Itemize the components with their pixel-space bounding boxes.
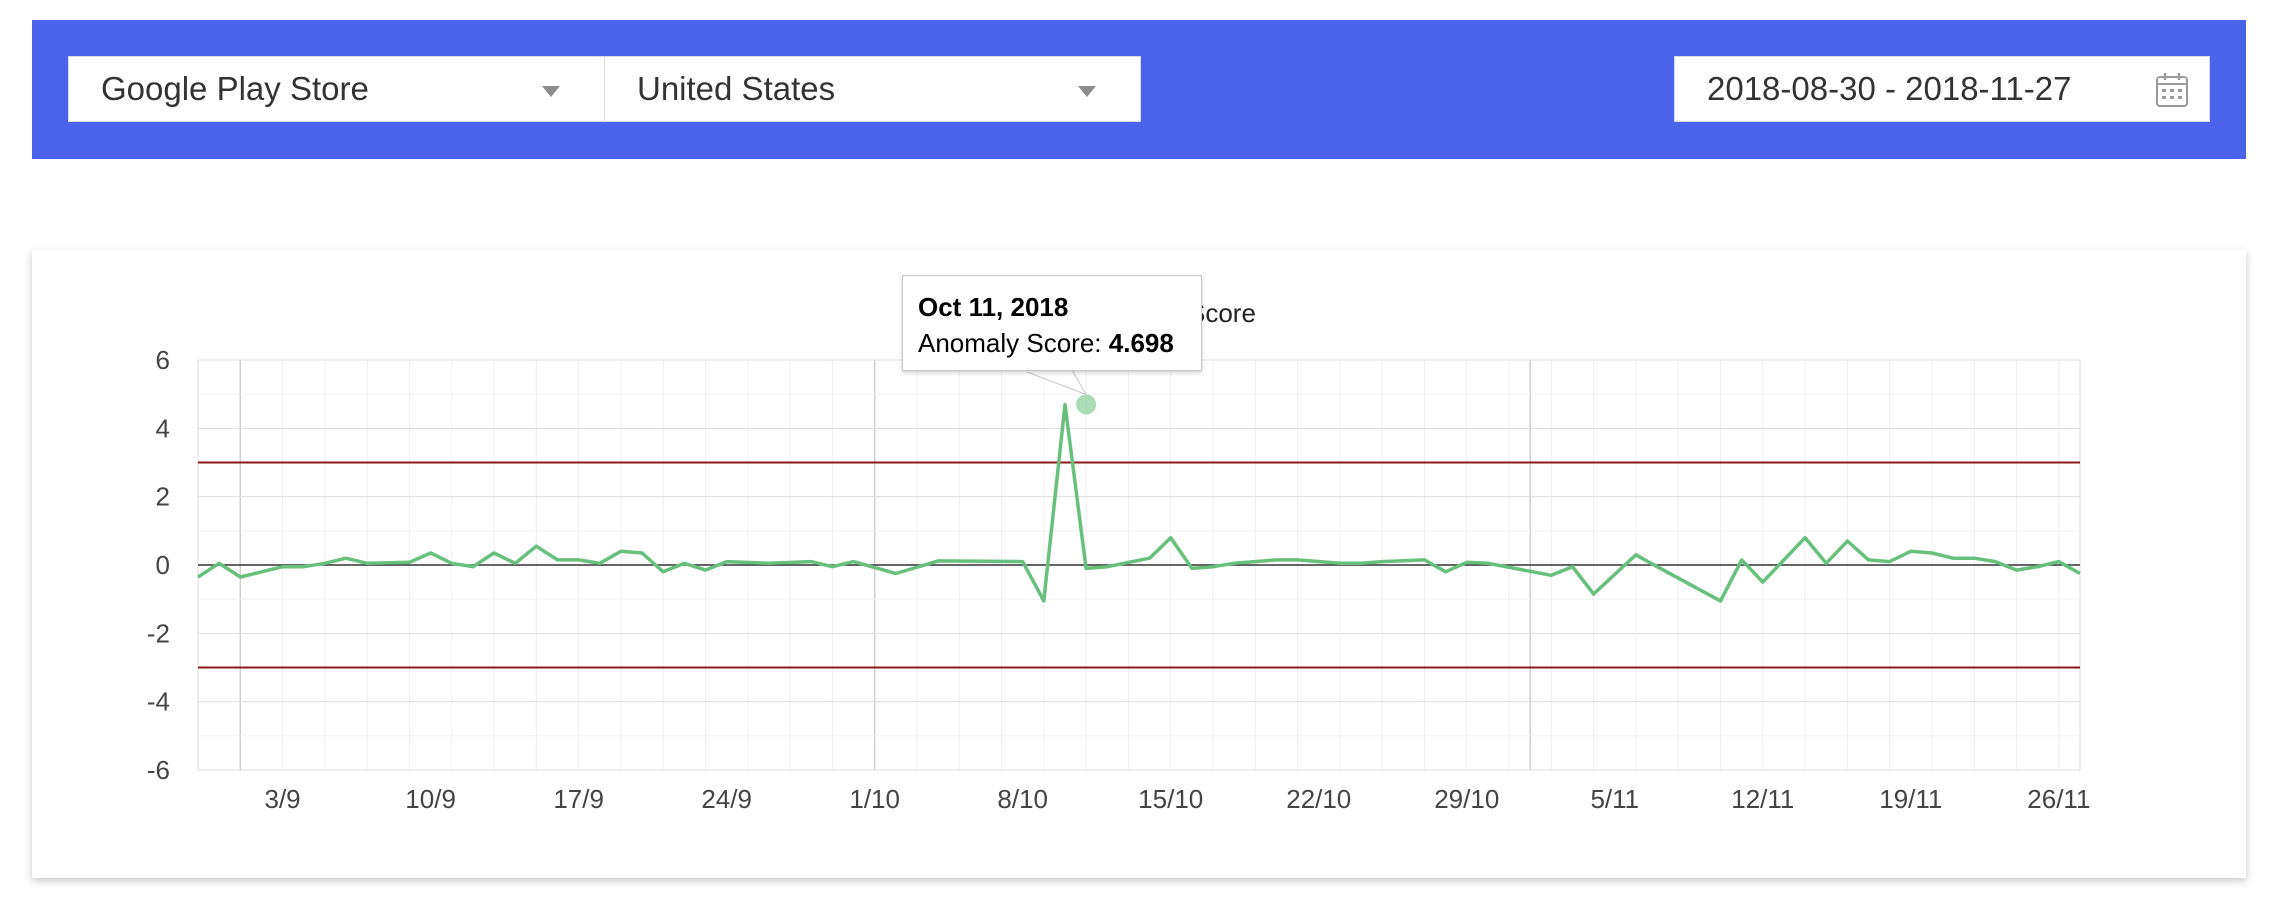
x-tick-label: 15/10 (1138, 784, 1203, 814)
tooltip-value: 4.698 (1108, 328, 1174, 358)
filter-toolbar: Google Play Store United States 2018-08-… (32, 20, 2246, 159)
chevron-down-icon (542, 86, 560, 97)
y-tick-label: 4 (156, 413, 170, 443)
x-tick-label: 12/11 (1731, 784, 1794, 814)
highlighted-data-point (1076, 394, 1097, 415)
tooltip-date: Oct 11, 2018 (918, 292, 1069, 322)
y-tick-label: -6 (147, 755, 170, 785)
x-tick-label: 22/10 (1286, 784, 1351, 814)
x-tick-label: 24/9 (701, 784, 752, 814)
y-tick-label: 0 (156, 550, 170, 580)
x-tick-label: 17/9 (553, 784, 604, 814)
y-tick-label: -4 (147, 687, 170, 717)
date-range-picker[interactable]: 2018-08-30 - 2018-11-27 (1674, 56, 2210, 122)
x-tick-label: 5/11 (1590, 784, 1639, 814)
chart-card: 6 4 2 0 -2 -4 -6 3/9 10/9 17/9 24/9 1/10 8/10 15/10 22… (32, 250, 2246, 878)
calendar-icon[interactable] (2155, 71, 2189, 109)
country-select[interactable]: United States (604, 56, 1141, 122)
anomaly-score-line (197, 402, 2081, 603)
date-range-value: 2018-08-30 - 2018-11-27 (1707, 70, 2072, 107)
anomaly-score-chart: 6 4 2 0 -2 -4 -6 3/9 10/9 17/9 24/9 1/10 8/10 15/10 22… (147, 298, 2091, 814)
tooltip-pointer (1021, 369, 1088, 396)
country-select-value: United States (637, 70, 836, 107)
x-tick-label: 1/10 (849, 784, 900, 814)
x-tick-label: 10/9 (405, 784, 456, 814)
tooltip-label: Anomaly Score: (918, 328, 1102, 358)
chart-tooltip: Oct 11, 2018 Anomaly Score: 4.698 (902, 275, 1202, 371)
store-select-value: Google Play Store (101, 70, 369, 107)
y-tick-label: 6 (156, 345, 170, 375)
x-tick-label: 29/10 (1434, 784, 1499, 814)
chevron-down-icon (1078, 86, 1096, 97)
x-tick-label: 8/10 (997, 784, 1048, 814)
y-tick-label: -2 (147, 618, 170, 648)
x-tick-label: 19/11 (1879, 784, 1942, 814)
x-tick-label: 3/9 (265, 784, 301, 814)
x-tick-label: 26/11 (2027, 784, 2090, 814)
store-select[interactable]: Google Play Store (68, 56, 605, 122)
y-tick-label: 2 (156, 482, 170, 512)
